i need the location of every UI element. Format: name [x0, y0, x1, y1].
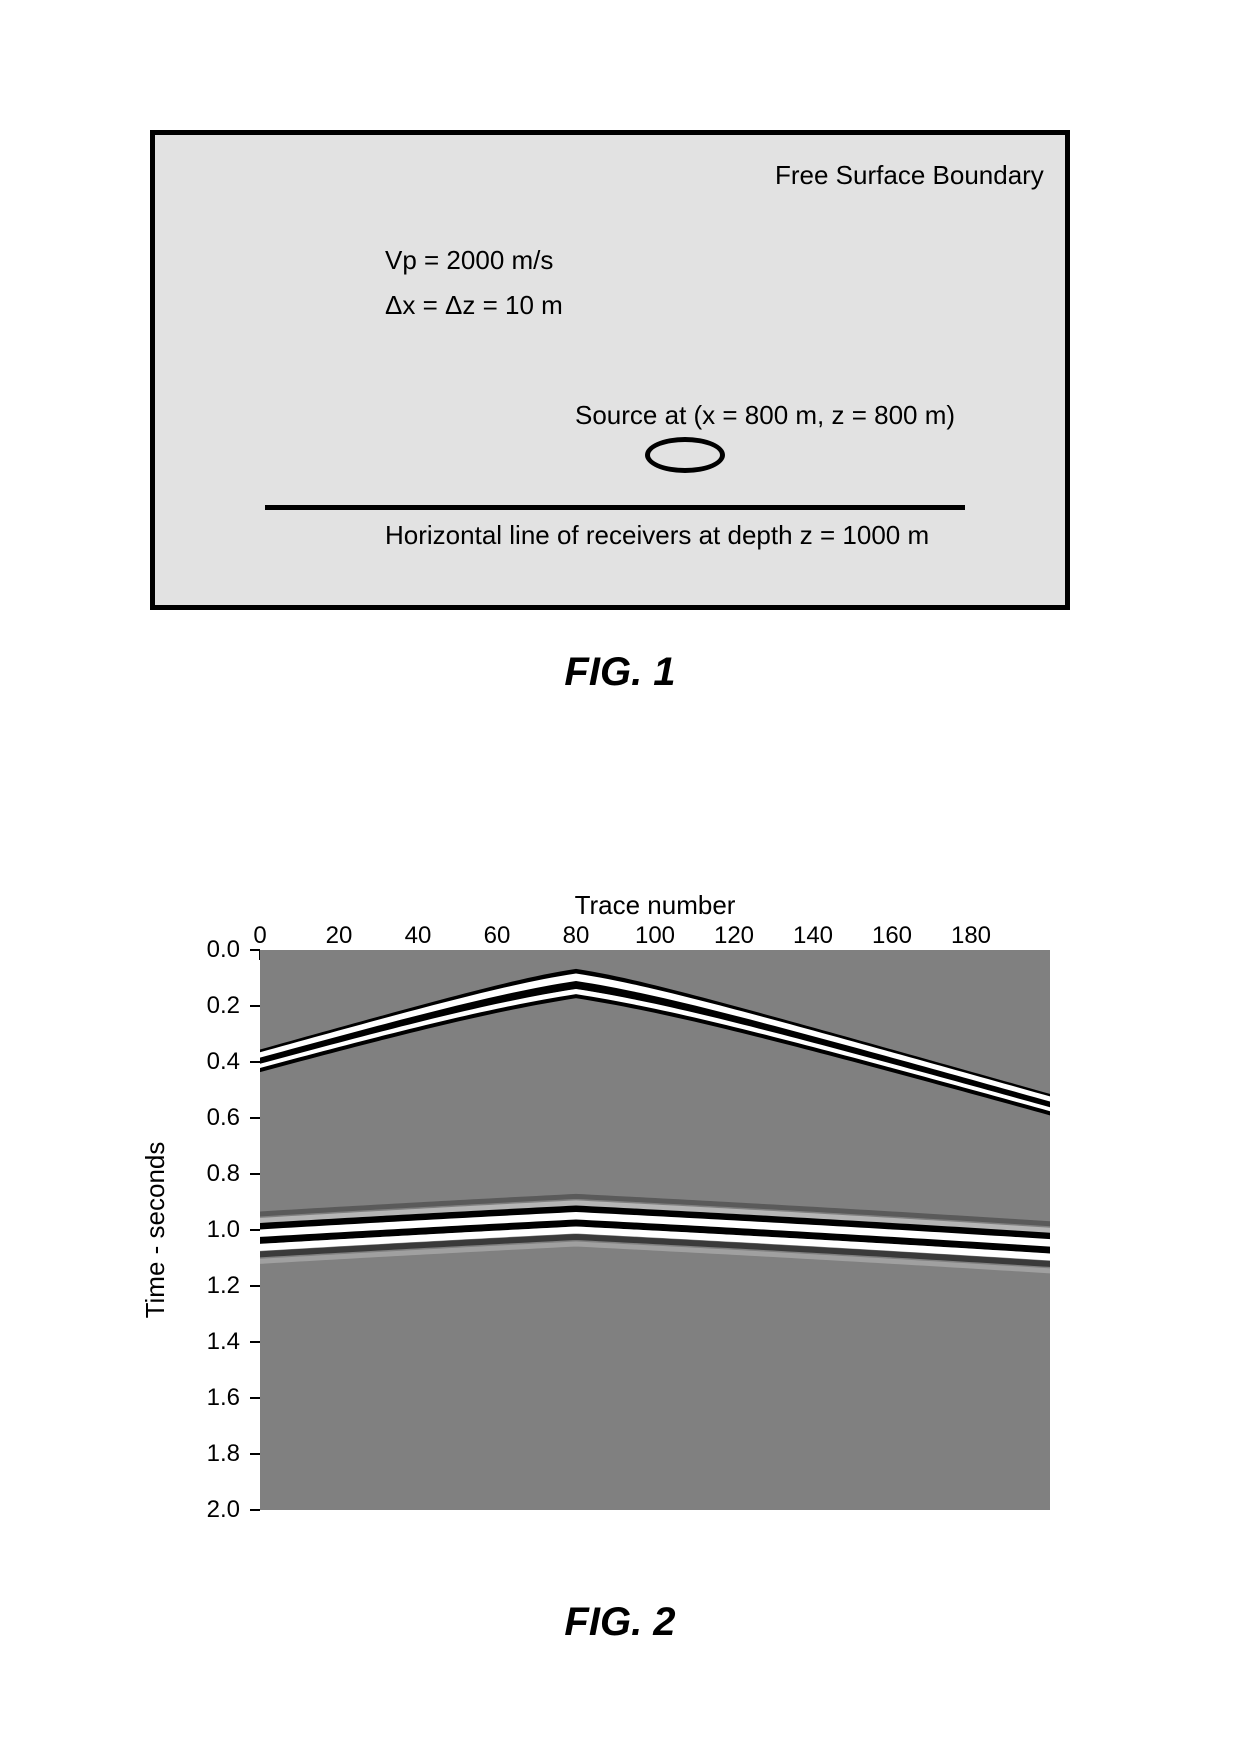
fig1-receivers-label: Horizontal line of receivers at depth z … — [385, 520, 929, 551]
fig2-y-tick-mark — [250, 1117, 260, 1119]
fig2-y-tick-label: 0.8 — [180, 1160, 240, 1188]
fig2-x-tick-label: 160 — [872, 922, 912, 950]
fig2-y-tick-label: 1.6 — [180, 1384, 240, 1412]
fig1-source-label: Source at (x = 800 m, z = 800 m) — [575, 400, 955, 431]
fig2-y-tick-label: 1.2 — [180, 1272, 240, 1300]
fig2-y-tick-mark — [250, 1397, 260, 1399]
fig2-event-direct-arrival — [260, 996, 1050, 1113]
fig2-events-svg — [260, 950, 1050, 1510]
fig2-caption: FIG. 2 — [0, 1600, 1240, 1645]
fig2-x-tick-label: 20 — [326, 922, 353, 950]
fig2-y-tick-mark — [250, 1341, 260, 1343]
fig2-y-tick-label: 1.8 — [180, 1440, 240, 1468]
fig2-y-tick-mark — [250, 1509, 260, 1511]
fig2-y-tick-label: 0.2 — [180, 992, 240, 1020]
fig2-y-tick-label: 0.0 — [180, 936, 240, 964]
fig2-y-tick-mark — [250, 949, 260, 951]
fig2-x-tick-label: 140 — [793, 922, 833, 950]
fig2-x-tick-label: 120 — [714, 922, 754, 950]
fig2-x-axis-title: Trace number — [260, 890, 1050, 921]
fig2-event-direct-arrival — [260, 985, 1050, 1106]
fig2-x-tick-label: 40 — [405, 922, 432, 950]
fig2-y-tick-mark — [250, 1173, 260, 1175]
fig2-y-tick-label: 1.0 — [180, 1216, 240, 1244]
fig2-chart: Trace number Time - seconds 020406080100… — [170, 890, 1070, 1570]
fig2-x-tick-label: 60 — [484, 922, 511, 950]
fig2-x-tick-label: 180 — [951, 922, 991, 950]
fig1-source-ellipse — [645, 437, 725, 473]
fig2-y-tick-mark — [250, 1061, 260, 1063]
fig1-free-surface-label: Free Surface Boundary — [775, 160, 1044, 191]
fig2-x-tick-label: 0 — [253, 922, 266, 950]
fig1-model-box: Free Surface Boundary Vp = 2000 m/s Δx =… — [150, 130, 1070, 610]
fig1-vp-label: Vp = 2000 m/s — [385, 245, 553, 276]
fig2-y-tick-mark — [250, 1285, 260, 1287]
fig2-y-tick-label: 2.0 — [180, 1496, 240, 1524]
fig1-receiver-line — [265, 505, 965, 510]
fig1-dxdz-label: Δx = Δz = 10 m — [385, 290, 563, 321]
fig2-y-tick-label: 0.6 — [180, 1104, 240, 1132]
fig2-y-axis-title: Time - seconds — [140, 950, 171, 1510]
fig2-y-tick-mark — [250, 1229, 260, 1231]
page: Free Surface Boundary Vp = 2000 m/s Δx =… — [0, 0, 1240, 1757]
fig2-x-tick-label: 80 — [563, 922, 590, 950]
fig2-x-tick-label: 100 — [635, 922, 675, 950]
fig1-caption: FIG. 1 — [0, 650, 1240, 695]
fig2-y-tick-mark — [250, 1453, 260, 1455]
fig2-y-tick-label: 0.4 — [180, 1048, 240, 1076]
fig2-plot-area — [260, 950, 1050, 1510]
fig2-y-tick-label: 1.4 — [180, 1328, 240, 1356]
fig2-y-tick-mark — [250, 1005, 260, 1007]
